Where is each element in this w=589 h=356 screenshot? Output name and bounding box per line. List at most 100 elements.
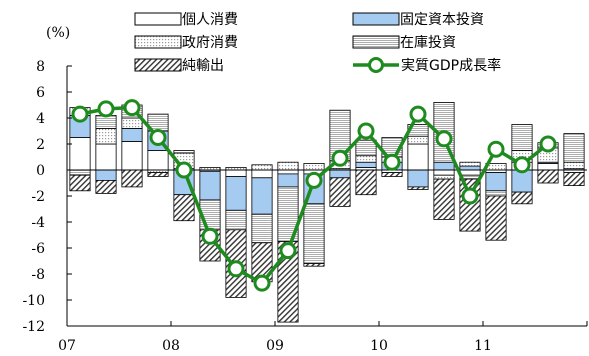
gdp-growth-point: [461, 187, 479, 205]
bar-segment-4-10Q4: [459, 178, 481, 232]
bar-segment-0-11Q3: [537, 163, 559, 171]
legend-label-0: 個人消費: [182, 12, 238, 28]
bar-segment-2-08Q4: [251, 164, 273, 171]
gdp-growth-point: [513, 156, 531, 174]
bar-segment-2-09Q4: [355, 155, 377, 163]
bar-segment-1-10Q2: [407, 169, 429, 188]
bar-segment-0-10Q2: [407, 143, 429, 171]
bar-segment-4-07Q3: [121, 169, 143, 188]
legend-label-2: 政府消費: [182, 35, 238, 51]
bar-segment-4-07Q4: [147, 172, 169, 177]
x-tick-label: 11: [474, 338, 492, 354]
gdp-growth-point: [149, 129, 167, 146]
legend-swatch-1: [352, 12, 400, 26]
gdp-growth-point: [383, 153, 401, 171]
legend-label-3: 在庫投資: [400, 34, 456, 51]
gdp-growth-point: [279, 242, 297, 260]
gdp-growth-point: [409, 105, 427, 123]
bar-segment-3-08Q3: [225, 209, 247, 231]
bar-segment-3-07Q1: [69, 169, 91, 176]
bar-segment-1-10Q3: [433, 161, 455, 171]
gdp-growth-point: [201, 227, 219, 245]
x-tick-label: 07: [58, 338, 76, 354]
legend-label-1: 固定資本投資: [400, 12, 484, 28]
bar-segment-0-08Q4: [251, 169, 273, 179]
y-tick-label: -10: [22, 293, 45, 309]
bar-segment-2-10Q4: [459, 161, 481, 167]
bar-segment-3-11Q4: [563, 133, 585, 163]
gdp-growth-point: [487, 140, 505, 158]
bar-segment-4-11Q2: [511, 191, 533, 205]
bar-segment-1-08Q4: [251, 177, 273, 215]
gdp-growth-point: [539, 135, 557, 153]
bar-segment-4-09Q4: [355, 169, 377, 196]
bar-segment-1-08Q2: [199, 170, 221, 201]
y-tick-label: 8: [36, 59, 45, 75]
y-axis-unit-label: (%): [46, 25, 70, 41]
bar-segment-4-11Q3: [537, 169, 559, 184]
bar-segment-0-07Q3: [121, 140, 143, 171]
bar-segment-0-08Q3: [225, 169, 247, 177]
y-tick-label: -2: [31, 189, 45, 205]
bar-segment-4-07Q2: [95, 179, 117, 194]
x-tick-label: 09: [266, 338, 284, 354]
y-tick-label: -8: [31, 267, 45, 283]
gdp-growth-point: [227, 260, 245, 278]
bar-segment-2-10Q2: [407, 135, 429, 145]
bar-segment-0-10Q4: [459, 169, 481, 176]
bar-segment-4-09Q3: [329, 177, 351, 207]
bar-segment-4-07Q1: [69, 174, 91, 192]
legend-label-gdp: 実質GDP成長率: [401, 57, 501, 74]
bar-segment-3-11Q1: [485, 190, 507, 197]
bar-segment-3-11Q2: [511, 124, 533, 151]
bar-segment-0-07Q1: [69, 137, 91, 171]
legend-label-4: 純輸出: [182, 58, 224, 74]
gdp-growth-point: [305, 171, 323, 189]
bar-segment-1-07Q3: [121, 127, 143, 142]
legend-marker-sample: [368, 57, 384, 73]
bar-segment-1-11Q2: [511, 169, 533, 193]
y-tick-label: -4: [31, 215, 45, 231]
y-tick-label: 4: [36, 111, 45, 127]
bar-segment-1-11Q1: [485, 172, 507, 192]
gdp-growth-point: [123, 99, 141, 117]
bar-segment-4-11Q4: [563, 172, 585, 187]
legend-swatch-2: [134, 35, 182, 49]
y-tick-label: -6: [31, 241, 45, 257]
y-tick-label: 2: [36, 137, 45, 153]
legend-swatch-3: [352, 35, 400, 49]
bar-segment-1-09Q1: [277, 173, 299, 188]
x-tick-label: 08: [162, 338, 180, 354]
legend-swatch-4: [134, 58, 182, 72]
bar-segment-1-09Q3: [329, 169, 351, 179]
gdp-growth-point: [357, 122, 375, 140]
bar-segment-1-07Q2: [95, 169, 117, 181]
bar-segment-3-09Q2: [303, 203, 325, 265]
bar-segment-4-10Q3: [433, 178, 455, 220]
bar-segment-3-08Q4: [251, 213, 273, 244]
gdp-growth-point: [97, 100, 115, 118]
bar-segment-4-08Q1: [173, 194, 195, 222]
gdp-growth-point: [435, 130, 453, 148]
gdp-growth-point: [175, 161, 193, 179]
bar-segment-4-11Q1: [485, 195, 507, 241]
gdp-growth-point: [331, 149, 349, 167]
gdp-growth-point: [71, 105, 89, 123]
bar-segment-0-07Q4: [147, 150, 169, 171]
bar-segment-4-10Q1: [381, 172, 403, 177]
y-tick-label: 6: [36, 85, 45, 101]
bar-segment-3-08Q1: [173, 150, 195, 154]
y-tick-label: 0: [36, 163, 45, 179]
bar-segment-2-07Q2: [95, 127, 117, 145]
bar-segment-4-10Q2: [407, 186, 429, 190]
bar-segment-2-09Q2: [303, 163, 325, 171]
bar-segment-0-10Q3: [433, 169, 455, 176]
bar-segment-2-09Q1: [277, 161, 299, 171]
legend-swatch-0: [134, 12, 182, 26]
gdp-growth-point: [253, 274, 271, 292]
bar-segment-0-09Q1: [277, 169, 299, 175]
bar-segment-1-10Q4: [459, 165, 481, 171]
bar-segment-2-07Q3: [121, 117, 143, 129]
bar-segment-1-08Q3: [225, 176, 247, 211]
